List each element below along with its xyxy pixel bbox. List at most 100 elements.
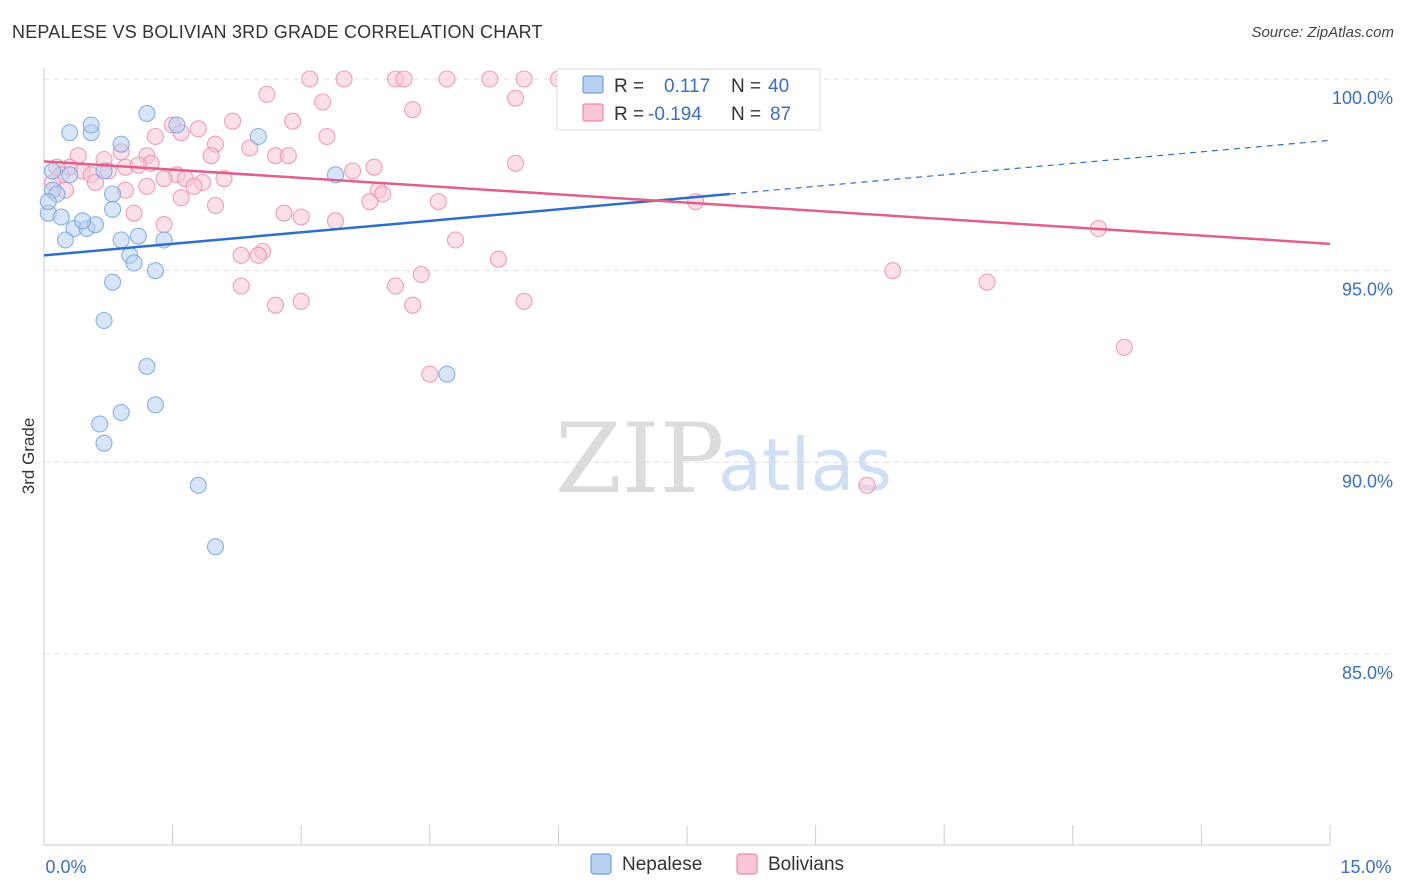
bolivians-point-71 — [232, 277, 250, 295]
bolivians-point-16 — [506, 89, 525, 107]
bolivians-point-63 — [326, 212, 345, 230]
bolivians-n-label: N = — [731, 104, 761, 125]
legend-nepalese-swatch — [590, 853, 612, 875]
y-tick-labels: 85.0% 90.0% 95.0% 100.0% — [1332, 88, 1393, 683]
bolivians-point-79 — [978, 273, 996, 291]
nepalese-point-32 — [146, 396, 165, 414]
bolivians-point-86 — [292, 208, 310, 226]
nepalese-point-0 — [61, 124, 79, 142]
bolivians-point-58 — [429, 193, 447, 211]
nepalese-point-33 — [91, 415, 109, 433]
bolivians-point-57 — [361, 193, 379, 211]
nepalese-point-29 — [138, 357, 156, 376]
bolivians-point-19 — [224, 112, 242, 130]
nepalese-point-34 — [95, 434, 113, 452]
bolivians-point-66 — [232, 246, 250, 264]
watermark-zip: ZIP — [555, 403, 724, 515]
nepalese-point-30 — [438, 365, 456, 383]
x-ticks — [43, 825, 1331, 845]
source-label: Source: ZipAtlas.com — [1251, 24, 1394, 41]
nepalese-point-22 — [129, 227, 147, 245]
bolivians-point-32 — [279, 147, 297, 165]
bolivians-point-76 — [515, 292, 533, 310]
bolivians-point-3 — [395, 70, 413, 88]
nepalese-r-value: 0.117 — [664, 76, 710, 97]
bolivians-n-value: 87 — [770, 104, 791, 125]
nepalese-trend-extension — [729, 139, 1331, 195]
nepalese-point-28 — [95, 311, 113, 330]
trend-lines — [43, 139, 1331, 257]
nepalese-point-18 — [74, 212, 92, 230]
stats-legend: R = 0.117 N = 40 R = -0.194 N = 87 — [556, 68, 821, 131]
bolivians-point-68 — [249, 246, 267, 264]
bolivians-point-78 — [884, 262, 902, 280]
bolivians-point-26 — [241, 139, 259, 157]
bolivians-point-24 — [318, 127, 336, 146]
bolivians-point-22 — [189, 120, 207, 138]
y-tick-label-95: 95.0% — [1342, 280, 1393, 300]
nepalese-point-37 — [39, 193, 57, 211]
bolivians-point-46 — [365, 158, 383, 176]
bolivians-point-52 — [86, 173, 104, 192]
bolivians-point-47 — [506, 154, 525, 172]
nepalese-point-5 — [249, 127, 267, 146]
gridlines — [44, 78, 1392, 655]
nepalese-point-21 — [112, 231, 130, 249]
nepalese-point-39 — [112, 135, 130, 153]
y-axis-label: 3rd Grade — [19, 418, 38, 495]
bolivians-point-65 — [446, 231, 465, 249]
bolivians-point-4 — [438, 70, 456, 88]
bolivians-point-85 — [185, 177, 203, 195]
series-legend: Nepalese Bolivians — [590, 853, 844, 875]
x-tick-label-min: 0.0% — [45, 857, 86, 877]
bolivians-point-59 — [172, 189, 190, 207]
nepalese-point-4 — [168, 116, 186, 134]
bolivians-point-74 — [292, 292, 310, 310]
nepalese-point-20 — [56, 231, 74, 249]
bolivians-point-23 — [146, 127, 165, 146]
bolivians-point-36 — [129, 156, 147, 174]
nepalese-point-31 — [112, 403, 130, 422]
nepalese-point-38 — [61, 166, 79, 184]
bolivians-point-48 — [155, 170, 173, 188]
bolivians-point-72 — [386, 277, 405, 295]
bolivians-point-73 — [266, 296, 285, 314]
legend-bolivians-swatch — [736, 853, 758, 875]
bolivians-point-62 — [275, 204, 293, 222]
bolivians-r-label: R = — [614, 104, 644, 125]
nepalese-point-26 — [146, 262, 165, 280]
bolivians-point-45 — [344, 162, 362, 180]
nepalese-r-label: R = — [614, 76, 644, 97]
bolivians-r-value: -0.194 — [648, 104, 702, 125]
nepalese-points — [39, 97, 713, 556]
watermark-atlas: atlas — [718, 423, 892, 507]
bolivians-swatch — [582, 103, 604, 122]
nepalese-trend-line — [43, 192, 730, 257]
chart-title: NEPALESE VS BOLIVIAN 3RD GRADE CORRELATI… — [12, 22, 543, 42]
y-tick-label-90: 90.0% — [1342, 471, 1393, 491]
bolivians-point-81 — [1115, 338, 1133, 356]
nepalese-point-2 — [82, 116, 100, 134]
nepalese-point-3 — [138, 104, 156, 123]
x-tick-label-max: 15.0% — [1340, 857, 1391, 877]
nepalese-point-7 — [44, 162, 62, 180]
bolivians-point-1 — [335, 70, 353, 88]
nepalese-point-14 — [52, 208, 70, 226]
bolivians-point-0 — [301, 70, 319, 88]
nepalese-point-25 — [125, 254, 143, 272]
bolivians-point-75 — [404, 296, 422, 314]
bolivians-point-60 — [206, 196, 225, 215]
y-tick-label-100: 100.0% — [1332, 88, 1393, 108]
nepalese-point-36 — [206, 538, 225, 556]
bolivians-point-69 — [489, 250, 507, 268]
legend-bolivians-label: Bolivians — [768, 854, 844, 875]
nepalese-point-27 — [104, 273, 122, 291]
nepalese-point-8 — [95, 162, 113, 180]
bolivians-point-13 — [258, 85, 276, 103]
bolivians-point-20 — [284, 112, 302, 130]
bolivians-point-14 — [314, 93, 332, 111]
bolivians-point-83 — [858, 476, 876, 494]
nepalese-n-value: 40 — [768, 76, 789, 97]
bolivians-point-64 — [155, 216, 173, 234]
